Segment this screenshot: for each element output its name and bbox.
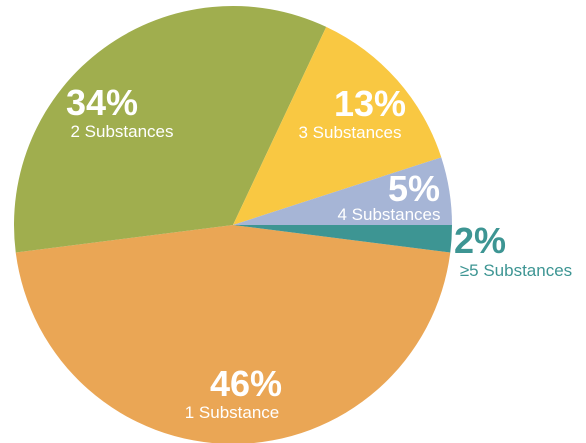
pie-slice-1 <box>15 225 451 443</box>
pie-slice-2 <box>13 5 327 253</box>
pie-slice-5 <box>233 225 452 253</box>
slice-percent-label-2: 34% <box>66 82 138 123</box>
pie-slice-4 <box>233 157 452 225</box>
pie-slice-3 <box>233 26 442 225</box>
slice-category-label-5: ≥5 Substances <box>460 261 572 280</box>
slice-percent-label-4: 5% <box>388 168 440 209</box>
slice-category-label-3: 3 Substances <box>298 123 401 142</box>
slice-percent-label-5: 2% <box>454 220 506 261</box>
slice-category-label-4: 4 Substances <box>337 205 440 224</box>
slice-percent-label-3: 13% <box>334 83 406 124</box>
slice-category-label-2: 2 Substances <box>70 122 173 141</box>
slice-category-label-1: 1 Substance <box>185 403 280 422</box>
slice-percent-label-1: 46% <box>210 363 282 404</box>
